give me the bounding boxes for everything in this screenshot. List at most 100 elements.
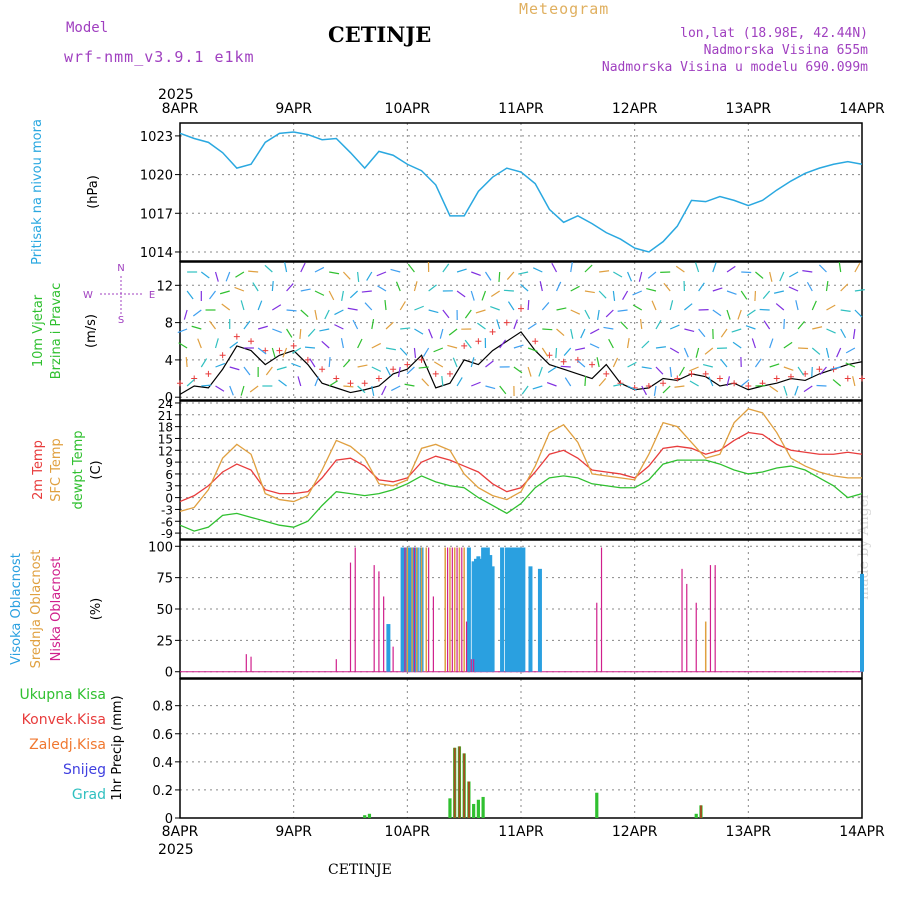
wind-arrow [433, 361, 444, 368]
wind-arrow [541, 347, 549, 357]
y-tick-label: 0 [165, 492, 173, 506]
wind-arrow [191, 325, 202, 330]
wind-gust-marker [432, 370, 439, 377]
wind-arrow [186, 290, 194, 300]
model-label: Model [66, 20, 109, 36]
wind-arrow [470, 290, 475, 301]
wind-arrow [627, 271, 633, 282]
wind-gust-marker [503, 319, 510, 326]
bar-low-cloud [378, 571, 380, 672]
wind-arrow [381, 385, 387, 396]
wind-gust-marker [560, 358, 567, 365]
wind-arrow [773, 290, 784, 294]
wind-arrow [183, 309, 188, 320]
wind-arrow [746, 309, 756, 317]
bar-low-cloud [461, 547, 463, 672]
wind-arrow [598, 290, 607, 299]
wind-arrow [726, 376, 731, 387]
wind-arrow [563, 347, 572, 356]
bar-convective-rain [458, 746, 461, 818]
wind-arrow [674, 385, 685, 388]
wind-arrow [555, 281, 562, 292]
y-tick-label: 1023 [140, 130, 173, 145]
wind-arrow [248, 270, 259, 273]
wind-arrow [698, 328, 706, 338]
wind-arrow [655, 320, 662, 330]
wind-arrow [797, 320, 805, 330]
wind-arrow [603, 326, 614, 330]
x-tick-label-top: 9APR [275, 101, 312, 117]
y-tick-label: 75 [156, 572, 173, 587]
wind-arrow [284, 262, 288, 273]
wind-gust-marker [859, 375, 865, 382]
wind-arrow [464, 339, 472, 349]
wind-arrow [366, 271, 373, 281]
wind-gust-marker [446, 370, 453, 377]
wind-arrow [641, 366, 652, 370]
bar-high-cloud [474, 558, 479, 672]
bar-total-rain [595, 792, 599, 818]
bar-mid-cloud [420, 547, 423, 672]
compass-e: E [149, 290, 155, 301]
wind-arrow [589, 343, 600, 349]
bar-high-cloud [514, 547, 519, 672]
bar-high-cloud [483, 547, 488, 672]
wind-arrow [314, 290, 325, 296]
wind-arrow [243, 320, 251, 330]
footer-station: CETINJE [328, 862, 392, 878]
bar-high-cloud [504, 547, 509, 672]
wind-arrow [485, 360, 494, 368]
y-tick-label: 1020 [140, 169, 173, 184]
wind-arrow [712, 309, 722, 317]
wind-arrow [286, 283, 294, 292]
bar-high-cloud [519, 547, 523, 672]
series-line-dewpt-temp [179, 459, 863, 532]
wind-arrow [708, 376, 714, 387]
wind-arrow [612, 357, 619, 368]
wind-gust-marker [205, 370, 212, 377]
model-name: wrf-nmm_v3.9.1 e1km [64, 48, 255, 66]
wind-arrow [527, 323, 537, 330]
wind-arrow [215, 362, 226, 368]
wind-arrow [304, 346, 316, 349]
bar-mid-cloud [406, 547, 409, 672]
wind-arrow [447, 344, 458, 349]
wind-arrow [556, 307, 567, 311]
wind-arrow [538, 366, 543, 377]
wind-arrow [441, 375, 444, 387]
wind-arrow [596, 309, 600, 320]
wind-arrow [300, 288, 311, 292]
wind-arrow [229, 341, 239, 349]
wind-arrow [229, 366, 240, 371]
bar-mid-cloud [458, 547, 461, 672]
y-tick-label: 100 [148, 540, 173, 555]
wind-arrow [357, 385, 366, 394]
wind-arrow [779, 271, 785, 282]
wind-arrow [575, 347, 586, 351]
wind-gust-marker [333, 375, 340, 382]
legend-precip-4: Grad [72, 787, 106, 803]
wind-arrow [265, 366, 273, 376]
bar-low-cloud [473, 659, 475, 672]
wind-arrow [726, 265, 736, 273]
wind-arrow [475, 309, 486, 314]
wind-arrow [240, 300, 245, 311]
wind-arrow [271, 280, 274, 292]
bar-total-rain [481, 796, 485, 818]
wind-arrow [751, 338, 757, 349]
wind-arrow [428, 284, 437, 292]
wind-arrow [234, 286, 245, 292]
bar-high-cloud [485, 547, 490, 672]
wind-arrow [608, 338, 614, 349]
wind-arrow [769, 363, 780, 368]
wind-arrow [646, 287, 657, 292]
wind-arrow [324, 309, 330, 320]
wind-arrow [740, 379, 750, 387]
x-tick-label-top: 8APR [162, 101, 199, 117]
bar-convective-rain [699, 805, 702, 818]
y-tick-label: -9 [161, 527, 173, 541]
bar-high-cloud [511, 547, 516, 672]
wind-arrow [627, 385, 637, 391]
bar-low-cloud [392, 646, 394, 672]
wind-arrow [651, 300, 657, 311]
